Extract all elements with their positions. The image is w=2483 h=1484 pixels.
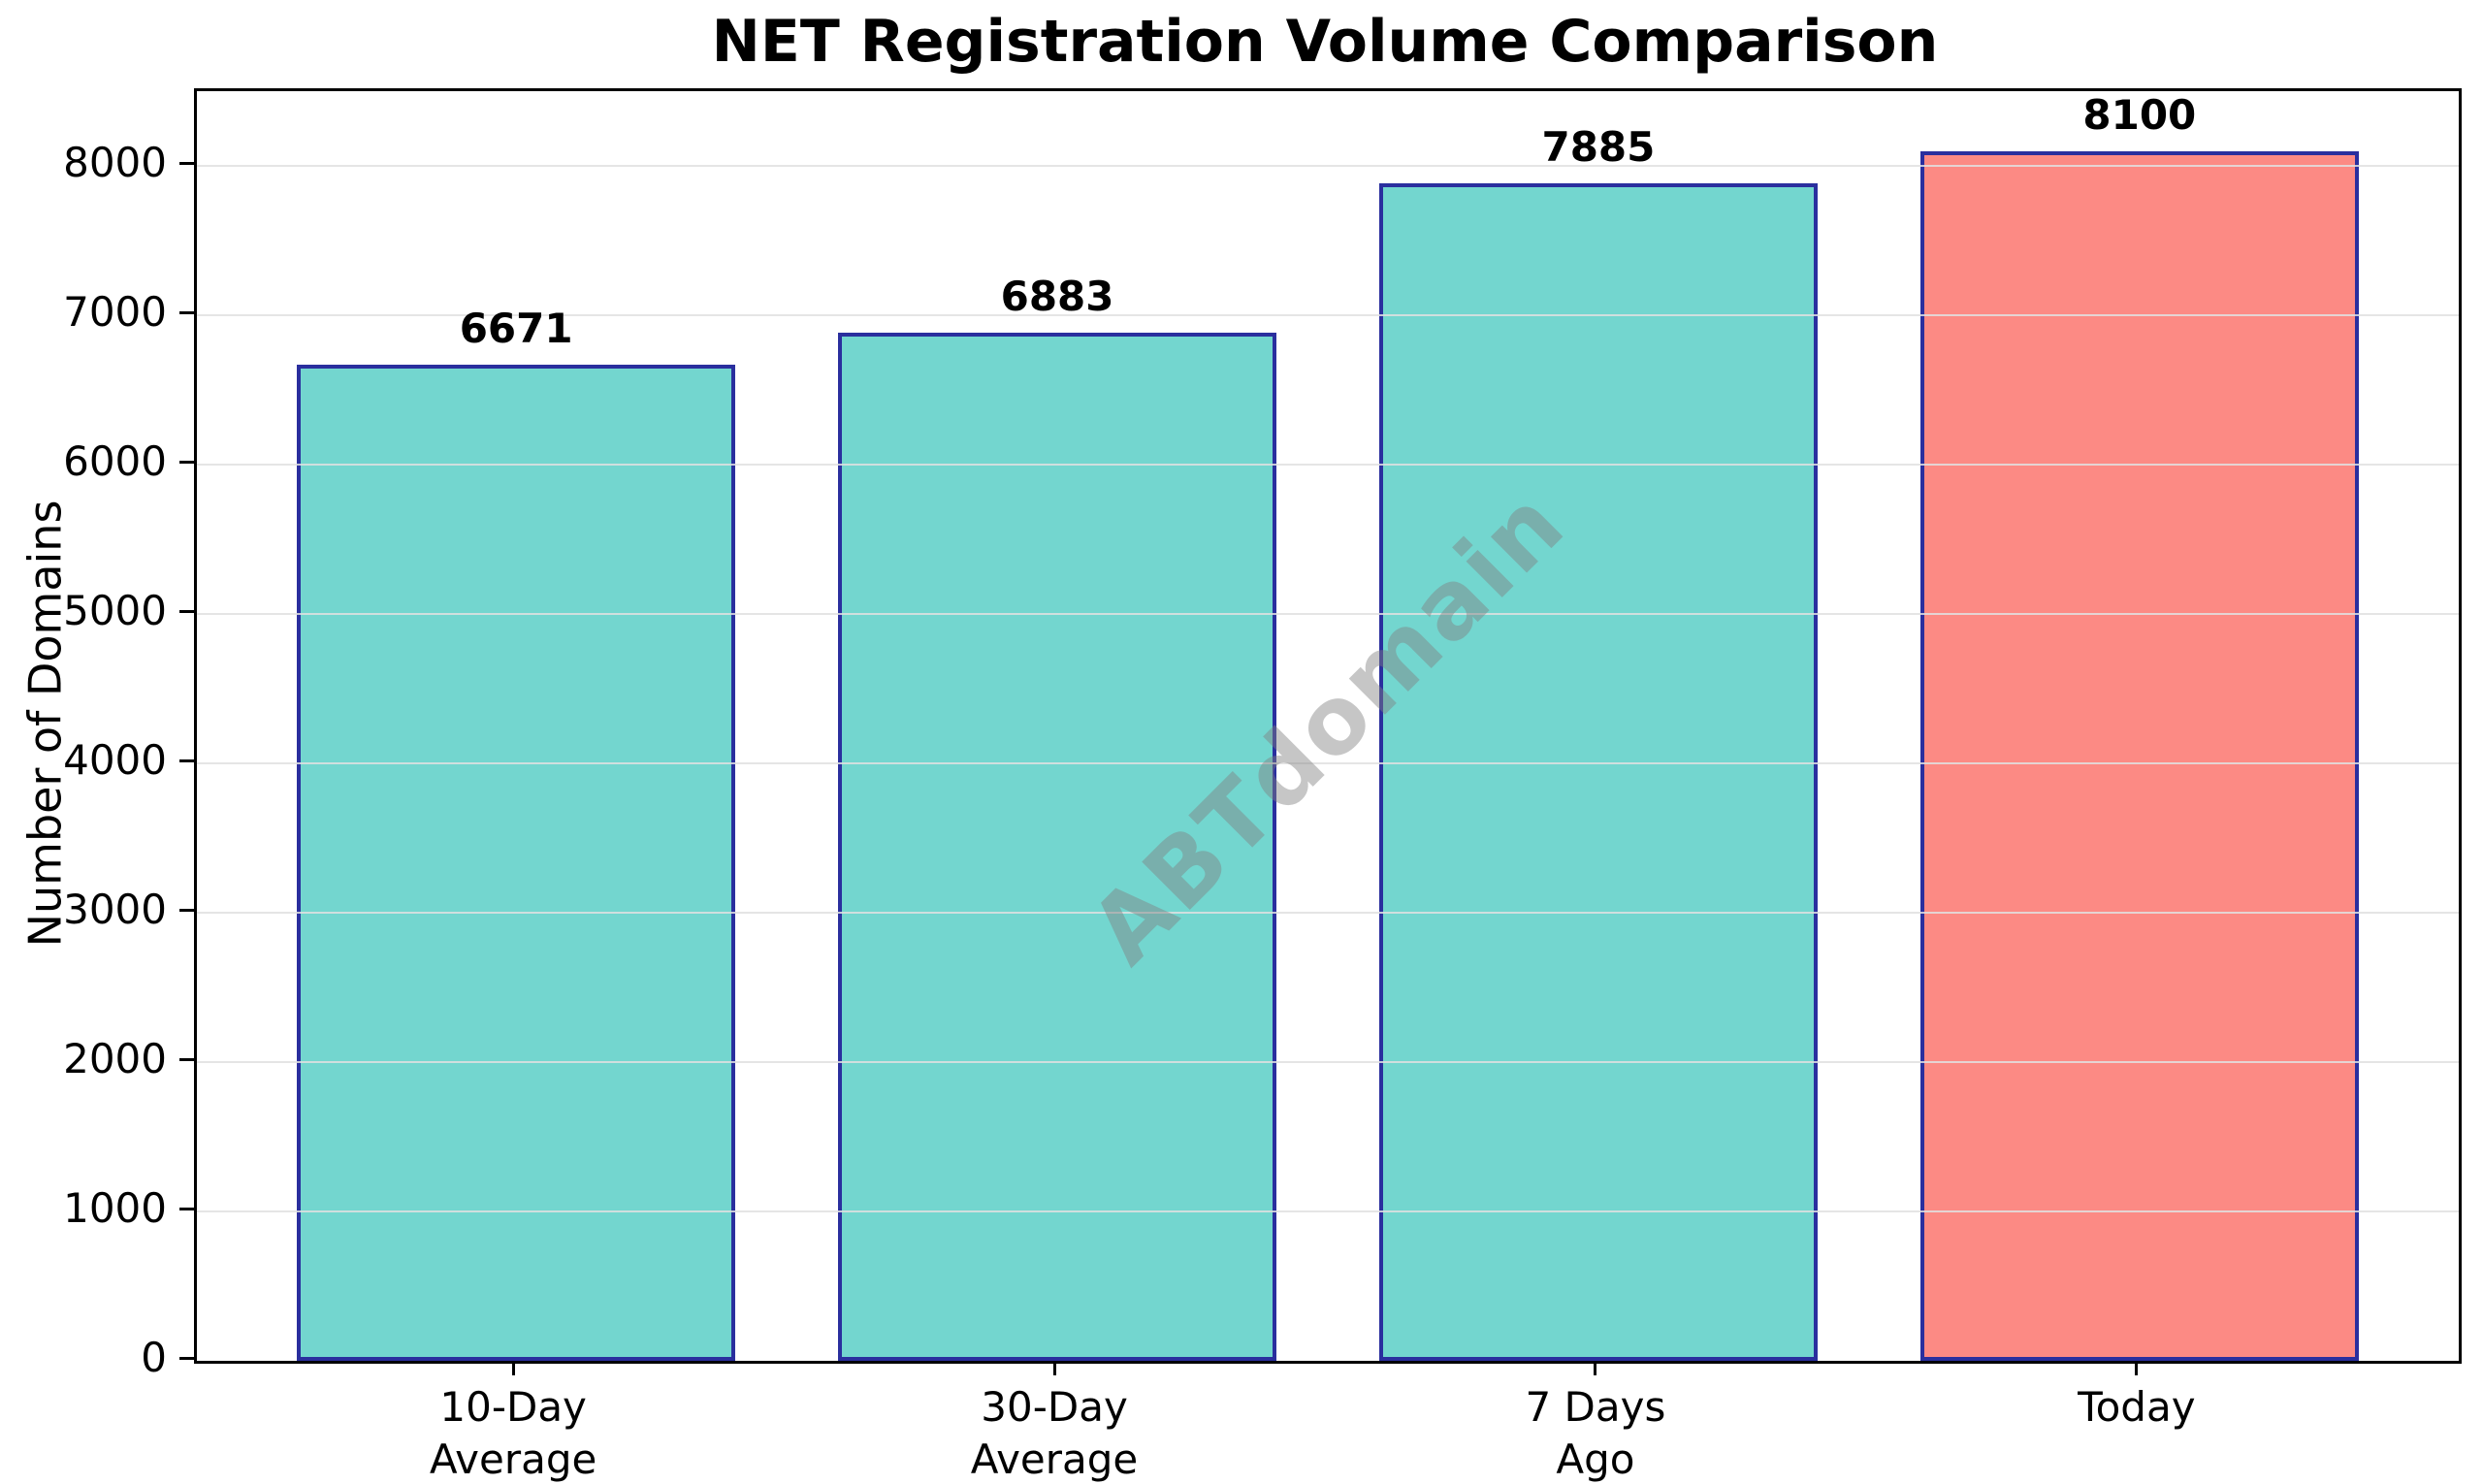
y-axis-title-box: Number of Domains bbox=[6, 88, 83, 1358]
y-tick-label: 8000 bbox=[63, 139, 167, 186]
y-tick-mark bbox=[179, 1057, 194, 1061]
y-tick-label: 1000 bbox=[63, 1184, 167, 1232]
y-axis-title: Number of Domains bbox=[18, 500, 71, 947]
y-tick-label: 6000 bbox=[63, 437, 167, 485]
bar-value-label: 6671 bbox=[459, 304, 573, 352]
y-tick-label: 4000 bbox=[63, 736, 167, 784]
y-tick-mark bbox=[179, 758, 194, 762]
x-tick-label: 7 Days Ago bbox=[1525, 1383, 1666, 1483]
x-tick-mark bbox=[1052, 1361, 1056, 1375]
y-tick-mark bbox=[179, 908, 194, 912]
bar bbox=[297, 364, 736, 1361]
y-tick-mark bbox=[179, 1356, 194, 1360]
chart-title: NET Registration Volume Comparison bbox=[711, 8, 1939, 76]
y-tick-mark bbox=[179, 609, 194, 613]
y-tick-label: 5000 bbox=[63, 587, 167, 634]
y-tick-mark bbox=[179, 1207, 194, 1210]
x-tick-label: 10-Day Average bbox=[429, 1383, 597, 1483]
x-tick-mark bbox=[2135, 1361, 2139, 1375]
bar bbox=[838, 333, 1277, 1361]
bar-value-label: 8100 bbox=[2082, 90, 2197, 139]
y-tick-mark bbox=[179, 161, 194, 165]
x-tick-label: 30-Day Average bbox=[970, 1383, 1139, 1483]
y-tick-label: 0 bbox=[141, 1334, 167, 1381]
y-tick-mark bbox=[179, 310, 194, 314]
bar bbox=[1919, 150, 2359, 1361]
x-tick-mark bbox=[1594, 1361, 1597, 1375]
y-tick-label: 7000 bbox=[63, 288, 167, 336]
x-tick-label: Today bbox=[2078, 1383, 2196, 1431]
bar bbox=[1378, 182, 1818, 1361]
plot-area: ABTdomain 6671 6883 7885 8100 bbox=[194, 88, 2462, 1364]
x-tick-mark bbox=[511, 1361, 515, 1375]
y-tick-mark bbox=[179, 460, 194, 464]
bar-value-label: 6883 bbox=[1000, 273, 1114, 321]
y-tick-label: 3000 bbox=[63, 886, 167, 933]
y-tick-label: 2000 bbox=[63, 1035, 167, 1082]
bar-value-label: 7885 bbox=[1541, 122, 1656, 171]
